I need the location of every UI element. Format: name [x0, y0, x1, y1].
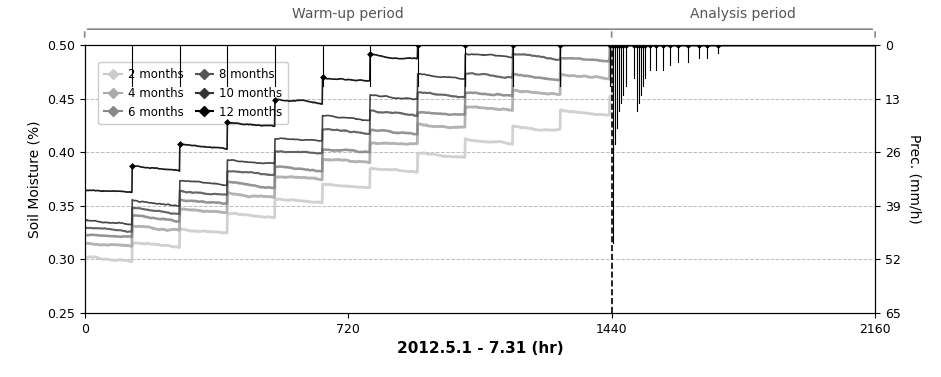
Y-axis label: Soil Moisture (%): Soil Moisture (%): [27, 120, 41, 238]
Y-axis label: Prec. (mm/h): Prec. (mm/h): [907, 134, 921, 224]
X-axis label: 2012.5.1 - 7.31 (hr): 2012.5.1 - 7.31 (hr): [396, 341, 564, 356]
Text: Analysis period: Analysis period: [691, 7, 796, 21]
Text: Warm-up period: Warm-up period: [293, 7, 404, 21]
Legend: 2 months, 4 months, 6 months, 8 months, 10 months, 12 months: 2 months, 4 months, 6 months, 8 months, …: [99, 62, 288, 124]
